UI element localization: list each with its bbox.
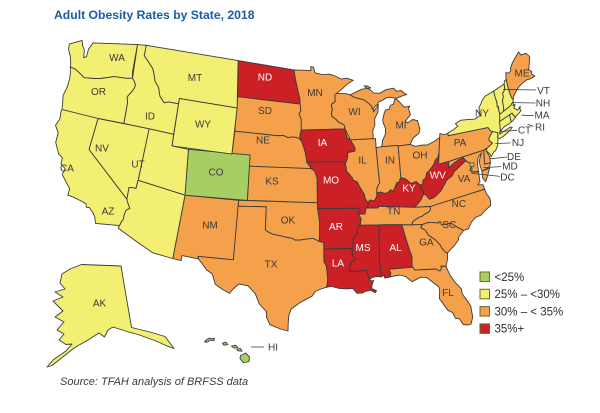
svg-text:35%+: 35%+ xyxy=(495,324,525,336)
svg-text:ID: ID xyxy=(145,111,155,122)
svg-text:VA: VA xyxy=(458,174,471,185)
svg-text:NV: NV xyxy=(95,143,109,154)
svg-text:30% – < 35%: 30% – < 35% xyxy=(495,306,564,318)
svg-text:NE: NE xyxy=(256,135,270,146)
svg-text:FL: FL xyxy=(442,288,454,299)
svg-text:MO: MO xyxy=(323,175,339,186)
svg-text:IL: IL xyxy=(358,155,367,166)
svg-text:LA: LA xyxy=(332,258,345,269)
svg-text:WA: WA xyxy=(109,53,125,64)
svg-text:<25%: <25% xyxy=(495,272,525,284)
svg-text:OR: OR xyxy=(91,87,106,98)
svg-text:MD: MD xyxy=(502,162,518,173)
svg-text:TX: TX xyxy=(265,259,278,270)
svg-text:VT: VT xyxy=(537,86,550,97)
svg-text:NY: NY xyxy=(475,108,489,119)
svg-text:TN: TN xyxy=(387,207,400,218)
svg-text:OK: OK xyxy=(281,215,296,226)
svg-text:KY: KY xyxy=(402,183,416,194)
svg-text:MN: MN xyxy=(307,88,323,99)
svg-text:IN: IN xyxy=(385,155,395,166)
svg-text:HI: HI xyxy=(268,342,278,353)
svg-text:WV: WV xyxy=(430,170,446,181)
svg-text:NJ: NJ xyxy=(512,138,524,149)
svg-text:MA: MA xyxy=(535,110,550,121)
svg-text:OH: OH xyxy=(413,150,428,161)
svg-text:SC: SC xyxy=(442,220,456,231)
svg-text:WI: WI xyxy=(348,107,360,118)
svg-text:UT: UT xyxy=(131,159,144,170)
svg-text:NH: NH xyxy=(536,98,550,109)
svg-text:WY: WY xyxy=(195,119,211,130)
svg-text:GA: GA xyxy=(419,237,434,248)
svg-text:MT: MT xyxy=(188,73,202,84)
svg-text:AL: AL xyxy=(389,243,402,254)
svg-text:AK: AK xyxy=(93,298,107,309)
svg-text:PA: PA xyxy=(454,138,467,149)
svg-text:MI: MI xyxy=(395,120,406,131)
svg-text:AZ: AZ xyxy=(102,206,115,217)
svg-text:SD: SD xyxy=(258,106,272,117)
svg-text:IA: IA xyxy=(318,138,328,149)
svg-text:CT: CT xyxy=(518,126,531,137)
svg-text:ND: ND xyxy=(258,72,272,83)
svg-text:KS: KS xyxy=(265,176,279,187)
svg-text:RI: RI xyxy=(535,122,545,133)
svg-text:AR: AR xyxy=(329,222,343,233)
svg-text:CO: CO xyxy=(209,167,224,178)
svg-text:25% – <30%: 25% – <30% xyxy=(495,289,561,301)
svg-text:NC: NC xyxy=(452,199,466,210)
svg-text:CA: CA xyxy=(60,163,74,174)
svg-text:NM: NM xyxy=(202,220,218,231)
svg-text:DC: DC xyxy=(500,172,514,183)
svg-text:ME: ME xyxy=(515,68,530,79)
svg-text:MS: MS xyxy=(356,243,371,254)
